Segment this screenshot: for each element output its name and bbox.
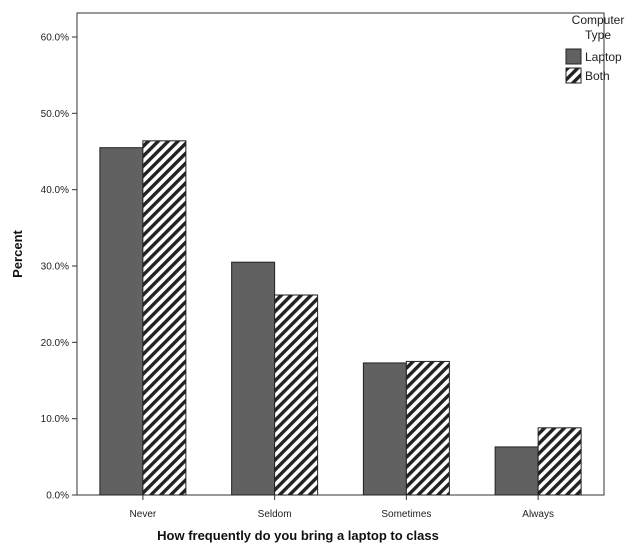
x-tick-label: Never bbox=[130, 509, 157, 520]
legend-title-line-2: Type bbox=[585, 28, 611, 42]
bars bbox=[99, 140, 582, 496]
plot-frame bbox=[76, 12, 605, 496]
legend-swatch-both bbox=[565, 67, 582, 84]
x-tick-label: Sometimes bbox=[381, 509, 431, 520]
bar-both-seldom bbox=[274, 294, 319, 496]
bar-laptop-always bbox=[494, 446, 539, 496]
y-tick-label: 30.0% bbox=[41, 262, 69, 273]
legend-label-both: Both bbox=[585, 69, 610, 83]
x-tick-label: Always bbox=[522, 509, 554, 520]
x-axis: Never Seldom Sometimes Always bbox=[130, 495, 554, 520]
bar-laptop-seldom bbox=[231, 261, 276, 496]
y-axis: 0.0% 10.0% 20.0% 30.0% 40.0% 50.0% 60.0% bbox=[41, 33, 77, 502]
x-axis-title: How frequently do you bring a laptop to … bbox=[157, 528, 439, 543]
bar-both-sometimes bbox=[405, 360, 450, 496]
legend: Computer Type Laptop Both bbox=[565, 13, 625, 84]
legend-title-line-1: Computer bbox=[572, 13, 625, 27]
y-tick-label: 20.0% bbox=[41, 338, 69, 349]
legend-label-laptop: Laptop bbox=[585, 50, 622, 64]
y-tick-label: 0.0% bbox=[46, 491, 69, 502]
y-axis-title: Percent bbox=[10, 229, 25, 277]
y-tick-label: 10.0% bbox=[41, 414, 69, 425]
y-tick-label: 60.0% bbox=[41, 33, 69, 44]
y-tick-label: 40.0% bbox=[41, 185, 69, 196]
legend-swatch-laptop bbox=[565, 48, 582, 65]
bar-laptop-sometimes bbox=[362, 362, 407, 496]
bar-both-never bbox=[142, 140, 187, 496]
y-tick-label: 50.0% bbox=[41, 109, 69, 120]
x-tick-label: Seldom bbox=[258, 509, 292, 520]
bar-both-always bbox=[537, 427, 582, 496]
bar-laptop-never bbox=[99, 147, 144, 496]
